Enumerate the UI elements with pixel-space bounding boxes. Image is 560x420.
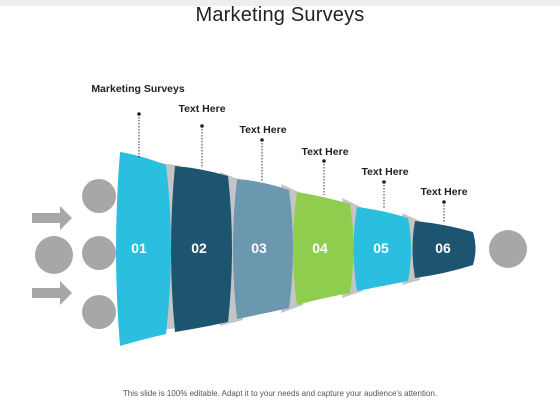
gray-circle xyxy=(82,179,116,213)
segment-shape xyxy=(171,166,232,332)
right-arrow-icon xyxy=(32,281,72,305)
callout-dot xyxy=(322,159,326,163)
callout-labels: Marketing Surveys Text Here Text Here Te… xyxy=(91,83,467,198)
callout-label: Text Here xyxy=(239,124,286,136)
segment-05: 05 xyxy=(353,207,411,291)
segment-02: 02 xyxy=(171,166,232,332)
segment-number: 05 xyxy=(373,240,389,256)
callout-label: Text Here xyxy=(420,186,467,198)
segment-03: 03 xyxy=(233,179,293,319)
segment-number: 04 xyxy=(312,240,328,256)
segment-shape xyxy=(353,207,411,291)
callout-dot xyxy=(200,124,204,128)
segment-shape xyxy=(116,152,171,346)
segment-number: 02 xyxy=(191,240,207,256)
callout-lines xyxy=(138,114,445,223)
callout-dot xyxy=(382,180,386,184)
funnel-segments: 01 02 03 04 05 06 xyxy=(116,152,476,346)
segment-number: 03 xyxy=(251,240,267,256)
callout-label: Text Here xyxy=(178,103,225,115)
callout-dot xyxy=(442,200,446,204)
callout-label: Marketing Surveys xyxy=(91,83,185,95)
gray-circle xyxy=(82,236,116,270)
callout-dots xyxy=(137,112,446,204)
right-arrow-icon xyxy=(32,206,72,230)
callout-dot xyxy=(260,138,264,142)
segment-shape xyxy=(412,221,476,278)
segment-06: 06 xyxy=(412,221,476,278)
segment-number: 06 xyxy=(435,240,451,256)
callout-dot xyxy=(137,112,141,116)
segment-number: 01 xyxy=(131,240,147,256)
segment-04: 04 xyxy=(293,192,354,305)
end-circle xyxy=(489,230,527,268)
callout-label: Text Here xyxy=(361,166,408,178)
segment-shape xyxy=(233,179,293,319)
top-strip xyxy=(0,0,560,6)
gray-circle xyxy=(82,295,116,329)
callout-label: Text Here xyxy=(301,146,348,158)
slide-title: Marketing Surveys xyxy=(195,4,365,26)
footer-note: This slide is 100% editable. Adapt it to… xyxy=(122,389,438,398)
gray-circle xyxy=(35,236,73,274)
segment-shape xyxy=(293,192,354,305)
segment-01: 01 xyxy=(116,152,171,346)
